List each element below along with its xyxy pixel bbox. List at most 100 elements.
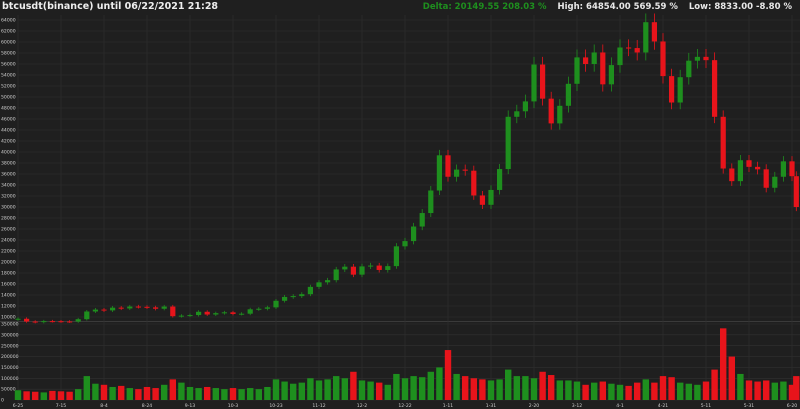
candle-body: [307, 286, 313, 295]
price-tick-label: 26000: [1, 227, 16, 233]
date-tick-label: 4-1: [616, 403, 624, 409]
price-candles: [15, 13, 799, 324]
volume-bar: [83, 376, 90, 400]
candle-body: [712, 60, 718, 117]
candle-body: [514, 111, 520, 117]
candle-body: [239, 313, 245, 315]
candle-body: [204, 311, 210, 315]
volume-bar: [616, 384, 624, 400]
date-tick-label: 2-20: [529, 403, 540, 409]
price-tick-label: 12000: [1, 304, 16, 310]
volume-bar: [685, 383, 692, 400]
volume-bar: [333, 376, 340, 400]
chart-header: btcusdt(binance) until 06/22/2021 21:28 …: [0, 0, 800, 14]
candle-body: [471, 170, 477, 196]
volume-tick-label: 0: [1, 398, 4, 404]
price-tick-label: 44000: [1, 128, 16, 134]
volume-bar: [505, 369, 512, 400]
volume-bar: [178, 382, 185, 400]
date-tick-label: 10-3: [228, 403, 239, 409]
volume-bar: [608, 383, 615, 400]
price-tick-label: 10000: [1, 315, 16, 321]
price-tick-label: 58000: [1, 51, 16, 57]
volume-axis: 0 50000 100000 150000 200000 250000 300000 3500…: [1, 322, 19, 404]
candle-body: [729, 168, 735, 182]
price-tick-label: 36000: [1, 172, 16, 178]
volume-bar: [668, 377, 675, 400]
price-tick-label: 50000: [1, 95, 16, 101]
volume-bar: [410, 376, 417, 400]
date-tick-label: 11-12: [312, 403, 325, 409]
candle-body: [393, 246, 399, 267]
volume-bar: [479, 379, 486, 400]
volume-bar: [565, 380, 572, 400]
volume-bar: [75, 389, 82, 400]
stats-bar: Delta: 20149.55 208.03 % High: 64854.00 …: [415, 2, 792, 12]
volume-bar: [522, 376, 529, 400]
date-tick-label: 9-13: [185, 403, 196, 409]
candle-body: [522, 101, 528, 112]
volume-tick-label: 150000: [1, 365, 19, 371]
candle-body: [153, 307, 159, 309]
candle-body: [651, 22, 657, 42]
candle-body: [793, 176, 799, 207]
date-tick-label: 12-2: [357, 403, 368, 409]
volume-bar: [135, 389, 142, 400]
volume-bar: [427, 371, 434, 400]
candle-body: [686, 60, 692, 78]
volume-bar: [272, 379, 280, 400]
candle-body: [118, 307, 124, 309]
price-tick-label: 34000: [1, 183, 16, 189]
volume-bar: [548, 375, 555, 400]
volume-bar: [436, 367, 443, 400]
volume-bar: [625, 385, 632, 400]
date-tick-label: 6-25: [13, 403, 24, 409]
volume-tick-label: 200000: [1, 354, 19, 360]
candle-body: [548, 98, 554, 124]
volume-bar: [754, 381, 761, 400]
volume-bar: [307, 378, 314, 400]
date-tick-label: 1-11: [443, 403, 454, 409]
candle-body: [462, 169, 468, 171]
date-tick-label: 5-31: [744, 403, 755, 409]
candle-body: [350, 266, 356, 275]
price-tick-label: 32000: [1, 194, 16, 200]
candle-body: [694, 56, 700, 61]
volume-bar: [281, 381, 288, 400]
candle-body: [591, 52, 597, 64]
volume-bar: [290, 383, 297, 400]
candle-body: [247, 309, 253, 314]
volume-bar: [169, 379, 176, 400]
candle-body: [84, 311, 90, 320]
volume-bar: [771, 382, 778, 400]
volume-bar: [358, 380, 366, 400]
candle-body: [32, 321, 38, 323]
candle-body: [763, 169, 769, 188]
candle-body: [290, 296, 296, 298]
volume-bar: [530, 378, 538, 400]
volume-bar: [462, 376, 469, 400]
volume-bar: [315, 380, 323, 400]
date-tick-label: 4-21: [658, 403, 669, 409]
candle-body: [479, 195, 485, 205]
candle-body: [368, 265, 374, 267]
volume-bar: [788, 384, 796, 400]
candle-body: [557, 105, 563, 124]
date-tick-label: 8-24: [142, 403, 153, 409]
volume-bar: [247, 388, 254, 400]
price-tick-label: 20000: [1, 260, 16, 266]
date-tick-label: 6-20: [787, 403, 798, 409]
volume-bar: [659, 376, 667, 400]
candle-body: [720, 116, 726, 169]
volume-bar: [40, 392, 47, 400]
date-tick-label: 1-31: [486, 403, 497, 409]
volume-bar: [14, 390, 22, 400]
date-tick-label: 5-11: [701, 403, 712, 409]
candle-body: [187, 315, 193, 317]
volume-bar: [100, 384, 108, 400]
volume-bar: [161, 384, 168, 400]
volume-bar: [186, 386, 194, 400]
volume-bar: [229, 388, 237, 400]
candle-body: [196, 311, 202, 316]
